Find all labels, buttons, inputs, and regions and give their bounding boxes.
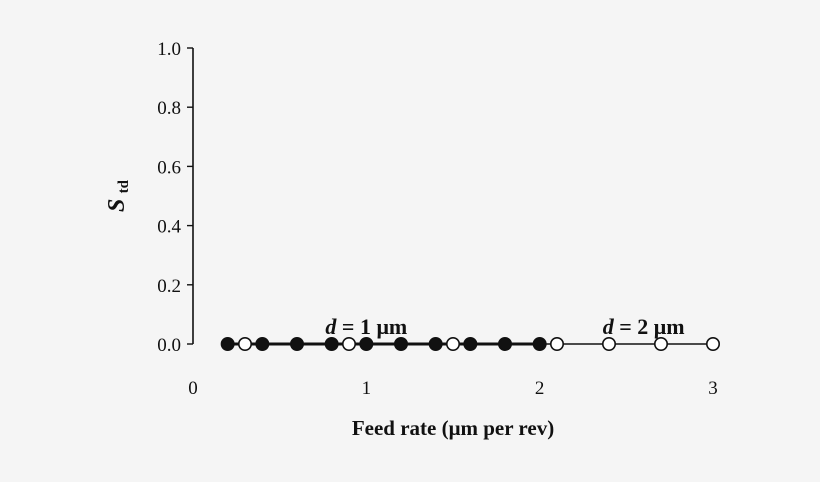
open-point [653,336,668,351]
y-tick-label: 0.4 [157,217,181,238]
y-tick-label: 0.0 [157,335,181,356]
filled-point [289,336,304,351]
y-tick-label: 0.6 [157,157,181,178]
filled-point [324,336,339,351]
filled-point [220,336,235,351]
labels-layer: Feed rate (μm per rev) S td [104,179,554,440]
x-tick-label: 3 [708,378,718,399]
annotation: d = 2 μm [603,314,685,339]
y-axis-title-subscript: td [116,179,132,193]
x-tick-label: 2 [535,378,545,399]
open-point [705,336,720,351]
x-tick-label: 1 [362,378,372,399]
open-point [341,336,356,351]
annotation: d = 1 μm [325,314,407,339]
y-tick-label: 0.2 [157,276,181,297]
filled-point [255,336,270,351]
filled-point [428,336,443,351]
open-point [601,336,616,351]
open-point [549,336,564,351]
filled-point [463,336,478,351]
annotations: d = 1 μm d = 2 μm [325,314,684,339]
y-axis-title: S td [104,179,132,212]
x-tick-label: 0 [188,378,198,399]
filled-point [393,336,408,351]
annotation-text: = 1 μm [336,314,407,339]
open-point [238,336,253,351]
annotation-symbol: d [325,314,337,339]
y-axis-title-main: S [104,199,130,212]
annotation-text: = 2 μm [614,314,685,339]
filled-point [532,336,547,351]
filled-point [359,336,374,351]
y-tick-label: 1.0 [157,39,181,60]
y-tick-label: 0.8 [157,98,181,119]
axes: 0.0 0.2 0.4 0.6 0.8 1.0 0 1 2 3 [157,39,718,399]
x-axis-title: Feed rate (μm per rev) [352,416,554,440]
open-point [445,336,460,351]
series-layer [220,336,720,351]
filled-point [497,336,512,351]
annotation-symbol: d [603,314,615,339]
